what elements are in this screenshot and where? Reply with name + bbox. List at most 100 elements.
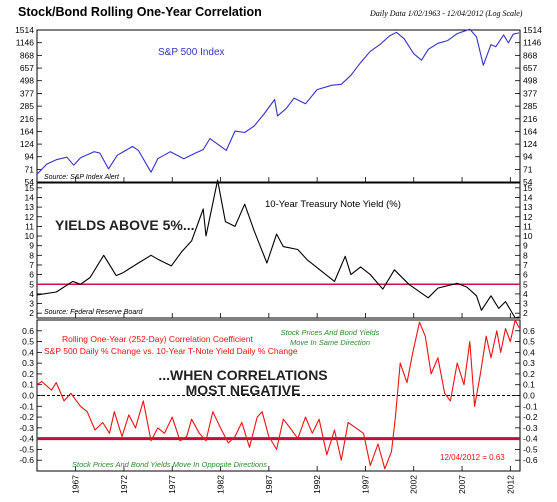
y-tick-label: 1146 bbox=[16, 38, 35, 48]
y-tick-label: -0.2 bbox=[19, 412, 34, 422]
y-tick-label: 14 bbox=[25, 192, 35, 202]
y-tick-label-right: 124 bbox=[523, 139, 537, 149]
x-tick-label: 1977 bbox=[167, 475, 177, 494]
y-tick-label-right: 164 bbox=[523, 126, 537, 136]
y-tick-label: 377 bbox=[20, 88, 34, 98]
x-tick-label: 1967 bbox=[71, 475, 81, 494]
y-tick-label: 164 bbox=[20, 126, 34, 136]
y-tick-label-right: 0.2 bbox=[523, 369, 535, 379]
series-line bbox=[36, 319, 520, 470]
y-tick-label-right: 71 bbox=[523, 165, 533, 175]
y-tick-label: 0.4 bbox=[22, 347, 34, 357]
y-tick-label: 0.0 bbox=[22, 391, 34, 401]
y-tick-label: 0.5 bbox=[22, 337, 34, 347]
series-subtitle-label: S&P 500 Daily % Change vs. 10-Year T-Not… bbox=[44, 346, 298, 356]
y-tick-label-right: -0.6 bbox=[523, 455, 538, 465]
y-tick-label-right: 868 bbox=[523, 50, 537, 60]
y-tick-label-right: 377 bbox=[523, 88, 537, 98]
y-tick-label: 5 bbox=[29, 279, 34, 289]
y-tick-label: 3 bbox=[29, 299, 34, 309]
y-tick-label: 0.6 bbox=[22, 326, 34, 336]
y-tick-label: -0.6 bbox=[19, 455, 34, 465]
y-tick-label-right: 12 bbox=[523, 212, 533, 222]
y-tick-label: 498 bbox=[20, 76, 34, 86]
series-line bbox=[36, 28, 520, 175]
chart-title: Stock/Bond Rolling One-Year Correlation bbox=[18, 5, 262, 19]
y-tick-label-right: 0.5 bbox=[523, 337, 535, 347]
y-tick-label: 8 bbox=[29, 250, 34, 260]
y-tick-label-right: 0.4 bbox=[523, 347, 535, 357]
y-tick-label: -0.1 bbox=[19, 401, 34, 411]
y-tick-label: 657 bbox=[20, 63, 34, 73]
x-tick-label: 1987 bbox=[264, 475, 274, 494]
x-tick-label: 2012 bbox=[505, 475, 515, 494]
y-tick-label: 94 bbox=[25, 152, 35, 162]
source-label: Source: S&P Index Alert bbox=[44, 174, 120, 181]
y-tick-label-right: 15 bbox=[523, 183, 533, 193]
y-tick-label: 10 bbox=[25, 231, 35, 241]
y-tick-label: 0.1 bbox=[22, 380, 34, 390]
y-tick-label-right: 54 bbox=[523, 177, 533, 187]
y-tick-label-right: 285 bbox=[523, 101, 537, 111]
y-tick-label-right: 0.1 bbox=[523, 380, 535, 390]
series-line bbox=[36, 179, 520, 319]
y-tick-label: 9 bbox=[29, 241, 34, 251]
y-tick-label: -0.4 bbox=[19, 434, 34, 444]
y-tick-label: 0.3 bbox=[22, 358, 34, 368]
y-tick-label: 71 bbox=[25, 165, 35, 175]
y-tick-label: 1514 bbox=[15, 25, 34, 35]
latest-value-label: 12/04/2012 = 0.63 bbox=[440, 453, 505, 462]
y-tick-label-right: 11 bbox=[523, 221, 532, 231]
chart-subtitle: Daily Data 1/02/1963 - 12/04/2012 (Log S… bbox=[370, 9, 523, 18]
x-tick-label: 1972 bbox=[119, 475, 129, 494]
series-label: Rolling One-Year (252-Day) Correlation C… bbox=[62, 334, 254, 344]
annotation-same-direction: Stock Prices And Bond Yields bbox=[281, 328, 380, 337]
x-tick-label: 2007 bbox=[457, 475, 467, 494]
y-tick-label-right: -0.3 bbox=[523, 423, 538, 433]
series-label: 10-Year Treasury Note Yield (%) bbox=[265, 199, 401, 210]
y-tick-label: -0.3 bbox=[19, 423, 34, 433]
x-tick-label: 1997 bbox=[360, 475, 370, 494]
x-tick-label: 1992 bbox=[312, 475, 322, 494]
y-tick-label-right: 94 bbox=[523, 152, 533, 162]
series-label: S&P 500 Index bbox=[158, 47, 225, 58]
y-tick-label-right: 7 bbox=[523, 260, 528, 270]
y-tick-label: -0.5 bbox=[19, 444, 34, 454]
x-tick-label: 1982 bbox=[216, 475, 226, 494]
panel-frame bbox=[36, 182, 521, 319]
y-tick-label: 285 bbox=[20, 101, 34, 111]
y-tick-label-right: -0.5 bbox=[523, 444, 538, 454]
source-label: Source: Federal Reserve Board bbox=[44, 309, 144, 316]
y-tick-label-right: 0.6 bbox=[523, 326, 535, 336]
y-tick-label-right: 0.3 bbox=[523, 358, 535, 368]
y-tick-label: 7 bbox=[29, 260, 34, 270]
y-tick-label-right: 2 bbox=[523, 308, 528, 318]
y-tick-label-right: -0.1 bbox=[523, 401, 538, 411]
y-tick-label: 4 bbox=[29, 289, 34, 299]
y-tick-label: 2 bbox=[29, 308, 34, 318]
y-tick-label-right: 1514 bbox=[523, 25, 542, 35]
y-tick-label-right: 1146 bbox=[523, 38, 542, 48]
y-tick-label-right: 498 bbox=[523, 76, 537, 86]
y-tick-label-right: -0.4 bbox=[523, 434, 538, 444]
y-tick-label-right: 8 bbox=[523, 250, 528, 260]
y-tick-label: 54 bbox=[25, 177, 35, 187]
y-tick-label: 13 bbox=[25, 202, 35, 212]
y-tick-label: 15 bbox=[25, 183, 35, 193]
y-tick-label-right: 4 bbox=[523, 289, 528, 299]
callout-text: YIELDS ABOVE 5%... bbox=[55, 217, 195, 233]
x-tick-label: 2002 bbox=[409, 475, 419, 494]
y-tick-label-right: 9 bbox=[523, 241, 528, 251]
callout-text: MOST NEGATIVE bbox=[186, 382, 301, 398]
y-tick-label-right: 13 bbox=[523, 202, 533, 212]
y-tick-label: 6 bbox=[29, 270, 34, 280]
annotation-opposite-direction: Stock Prices And Bond Yields Move In Opp… bbox=[72, 460, 267, 469]
y-tick-label-right: -0.2 bbox=[523, 412, 538, 422]
y-tick-label: 11 bbox=[25, 221, 34, 231]
y-tick-label: 868 bbox=[20, 50, 34, 60]
y-tick-label-right: 10 bbox=[523, 231, 533, 241]
y-tick-label-right: 216 bbox=[523, 114, 537, 124]
y-tick-label-right: 5 bbox=[523, 279, 528, 289]
